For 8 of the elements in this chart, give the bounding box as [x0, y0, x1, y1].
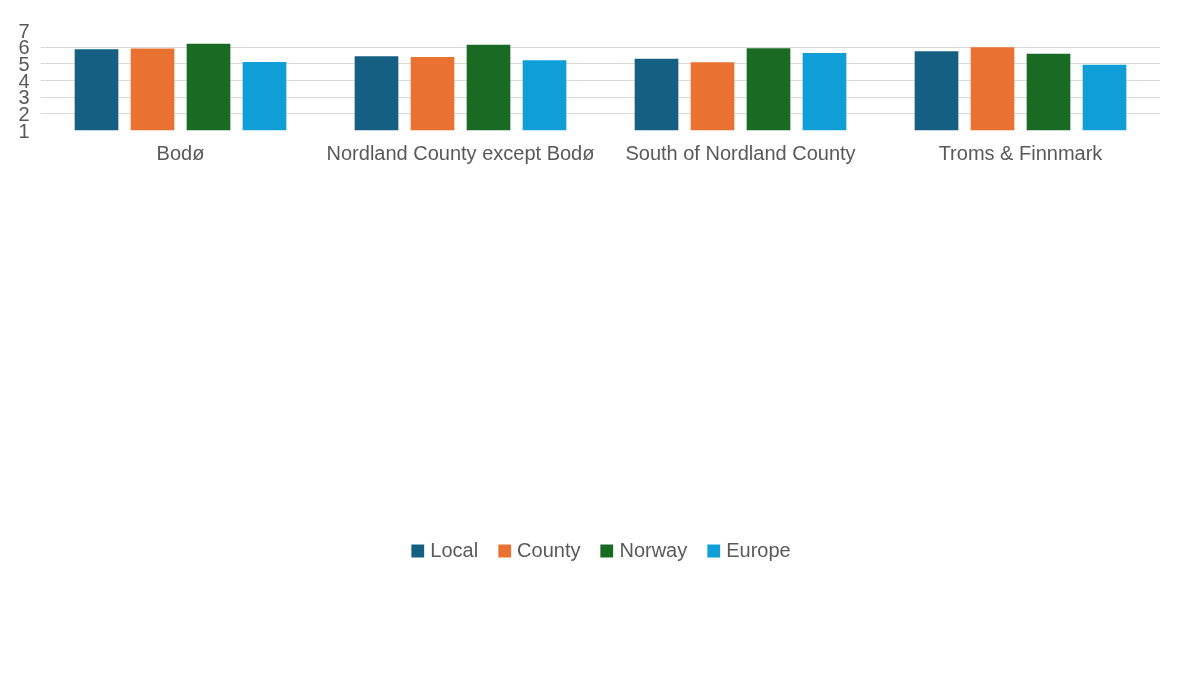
x-tick-label: Bodø [156, 141, 205, 164]
legend-label: Local [430, 538, 479, 562]
x-tick-label: South of Nordland County [625, 141, 856, 164]
x-tick-label: Troms & Finnmark [938, 141, 1104, 164]
legend-label: Norway [619, 538, 688, 562]
legend-label: Europe [726, 538, 791, 562]
x-tick-label: Nordland County except Bodø [326, 141, 595, 164]
legend-label: County [517, 538, 581, 562]
